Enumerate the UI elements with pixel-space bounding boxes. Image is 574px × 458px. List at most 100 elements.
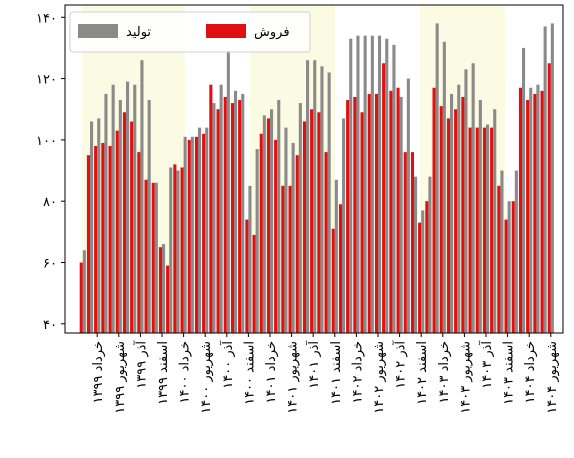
bar <box>522 47 526 333</box>
bar <box>284 127 288 333</box>
x-tick-label: آذر ۱۴۰۳ <box>478 340 495 389</box>
bar <box>310 109 314 333</box>
bar <box>511 201 515 333</box>
bar <box>187 139 191 333</box>
y-tick-label: ۶۰ <box>43 256 57 271</box>
bar <box>342 118 346 333</box>
bar <box>108 146 112 333</box>
bar <box>298 103 302 333</box>
bar <box>190 136 194 333</box>
bar <box>439 106 443 334</box>
bar <box>497 185 501 333</box>
bar <box>86 155 90 333</box>
x-tick-label: اسفند ۱۴۰۳ <box>502 341 517 405</box>
x-tick-label: شهریور ۱۴۰۰ <box>199 341 214 414</box>
bar <box>507 201 511 333</box>
bar <box>79 262 83 333</box>
bar <box>162 244 166 333</box>
bar <box>370 35 374 333</box>
bar <box>435 23 439 334</box>
bar <box>230 103 234 333</box>
bar <box>238 100 242 333</box>
bar <box>202 133 206 333</box>
bar <box>122 112 126 333</box>
bar <box>338 204 342 333</box>
bar <box>450 93 454 334</box>
y-tick-label: ۱۰۰ <box>36 134 57 149</box>
bar <box>248 185 252 333</box>
bar <box>205 127 209 333</box>
bar <box>166 265 170 333</box>
bar <box>410 152 414 333</box>
bar <box>418 222 422 333</box>
bar <box>169 167 173 333</box>
bar <box>374 93 378 334</box>
y-tick-label: ۸۰ <box>43 195 57 210</box>
bar <box>111 84 115 334</box>
bar <box>421 210 425 333</box>
bar <box>478 100 482 333</box>
bar <box>291 142 295 333</box>
bar <box>173 164 177 333</box>
bar <box>486 124 490 334</box>
bar <box>320 66 324 333</box>
bar <box>331 228 335 333</box>
bar <box>130 121 134 333</box>
bar <box>464 69 468 333</box>
bar <box>147 100 151 333</box>
bar <box>406 78 410 333</box>
bar <box>94 146 98 333</box>
x-tick-label: آذر ۱۴۰۰ <box>219 340 236 389</box>
legend-swatch <box>78 24 118 38</box>
bar <box>493 109 497 333</box>
x-tick-label: شهریور ۱۳۹۹ <box>113 341 128 414</box>
bar <box>414 176 418 333</box>
bar <box>270 109 274 333</box>
x-tick-label: خرداد ۱۴۰۳ <box>437 341 452 403</box>
bar <box>302 121 306 333</box>
legend-swatch <box>206 24 246 38</box>
x-tick-label: اسفند ۱۴۰۰ <box>242 341 257 405</box>
x-tick-label: خرداد ۱۴۰۱ <box>264 341 279 403</box>
bar <box>529 87 533 333</box>
bar <box>133 84 137 334</box>
bar <box>461 96 465 333</box>
bar <box>281 185 285 333</box>
bar <box>490 127 494 333</box>
bar <box>216 109 220 333</box>
bar <box>475 127 479 333</box>
y-tick-label: ۱۲۰ <box>36 73 57 88</box>
bar <box>334 179 338 333</box>
bar <box>396 87 400 333</box>
bar <box>82 250 86 333</box>
bar <box>353 96 357 333</box>
bar <box>90 121 94 333</box>
bar <box>255 149 259 333</box>
x-tick-label: خرداد ۱۴۰۰ <box>178 341 193 403</box>
bar <box>97 118 101 333</box>
bar <box>403 152 407 333</box>
bar <box>550 23 554 334</box>
bar <box>198 127 202 333</box>
x-tick-label: آذر ۱۴۰۲ <box>392 340 409 389</box>
bar <box>392 44 396 334</box>
bar <box>115 130 119 333</box>
bar <box>194 136 198 333</box>
bar <box>226 50 230 333</box>
plot-frame <box>64 4 564 334</box>
bar <box>223 96 227 333</box>
bar <box>277 100 281 333</box>
x-tick-label: اسفند ۱۳۹۹ <box>156 341 171 405</box>
x-tick-label: اسفند ۱۴۰۲ <box>415 341 430 405</box>
bar <box>428 176 432 333</box>
bar <box>245 219 249 333</box>
bar <box>457 84 461 334</box>
bar <box>266 118 270 333</box>
bar <box>212 103 216 333</box>
bar <box>274 139 278 333</box>
x-tick-label: آذر ۱۴۰۱ <box>305 340 322 389</box>
bar <box>209 84 213 334</box>
bar <box>259 133 263 333</box>
bar <box>137 152 141 333</box>
